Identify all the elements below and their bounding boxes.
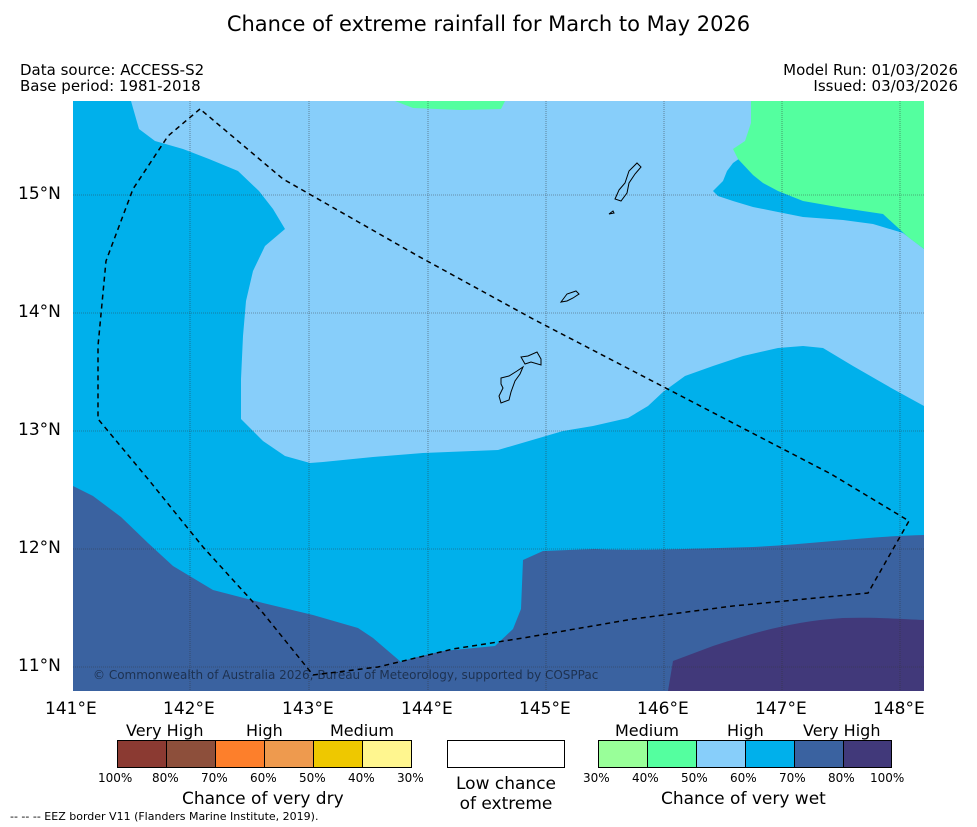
lon-label-148e: 148°E	[873, 699, 925, 719]
lat-label-15n: 15°N	[18, 184, 61, 204]
lon-label-147e: 147°E	[755, 699, 807, 719]
wet-tick-80: 80%	[828, 771, 855, 785]
dry-tick-80: 80%	[152, 771, 179, 785]
lon-label-144e: 144°E	[401, 699, 453, 719]
dry-tick-60: 60%	[250, 771, 277, 785]
wet-tick-60: 60%	[730, 771, 757, 785]
rainfall-map: © Commonwealth of Australia 2026, Bureau…	[73, 101, 924, 691]
wet-tick-40: 40%	[632, 771, 659, 785]
wet-cell-3	[697, 741, 746, 767]
wet-cell-1	[599, 741, 648, 767]
dry-header-medium: Medium	[330, 721, 394, 740]
rota-island	[559, 290, 580, 303]
low-chance-caption-1: Low chance	[456, 774, 556, 794]
wet-caption: Chance of very wet	[661, 789, 826, 809]
wet-tick-30: 30%	[583, 771, 610, 785]
dry-tick-30: 30%	[397, 771, 424, 785]
wet-tick-50: 50%	[681, 771, 708, 785]
issued-date: Issued: 03/03/2026	[813, 77, 958, 95]
wet-header-high: High	[727, 721, 764, 740]
guam-island	[520, 351, 542, 366]
wet-cell-2	[648, 741, 697, 767]
region-medium-wet-strip	[395, 101, 505, 110]
dry-tick-70: 70%	[201, 771, 228, 785]
region-medium-wet-40	[733, 101, 924, 249]
dry-cell-2	[167, 741, 216, 767]
model-run: Model Run: 01/03/2026	[783, 61, 958, 79]
saipan-tinian-island	[614, 162, 642, 202]
dry-cell-5	[314, 741, 363, 767]
dry-colorbar	[117, 740, 412, 768]
wet-header-medium: Medium	[615, 721, 679, 740]
dry-cell-3	[216, 741, 265, 767]
low-chance-swatch	[447, 740, 565, 768]
wet-cell-6	[844, 741, 891, 767]
lon-label-146e: 146°E	[637, 699, 689, 719]
wet-cell-5	[795, 741, 844, 767]
copyright-text: © Commonwealth of Australia 2026, Bureau…	[93, 668, 598, 682]
lon-label-143e: 143°E	[282, 699, 334, 719]
dry-tick-40: 40%	[348, 771, 375, 785]
dry-tick-50: 50%	[299, 771, 326, 785]
dry-header-very-high: Very High	[126, 721, 204, 740]
wet-cell-4	[746, 741, 795, 767]
lat-label-12n: 12°N	[18, 538, 61, 558]
lon-label-145e: 145°E	[519, 699, 571, 719]
eez-footnote: -- -- -- EEZ border V11 (Flanders Marine…	[10, 810, 319, 823]
wet-header-very-high: Very High	[803, 721, 881, 740]
dry-tick-100: 100%	[98, 771, 133, 785]
aguijan-island	[608, 210, 615, 215]
map-canvas: © Commonwealth of Australia 2026, Bureau…	[73, 101, 924, 691]
map-title: Chance of extreme rainfall for March to …	[226, 12, 751, 36]
dry-cell-4	[265, 741, 314, 767]
wet-tick-100: 100%	[870, 771, 905, 785]
guam-southwest	[498, 365, 525, 404]
graticule	[73, 101, 924, 691]
dry-cell-6	[363, 741, 411, 767]
dry-cell-1	[118, 741, 167, 767]
wet-colorbar	[598, 740, 892, 768]
lon-label-141e: 141°E	[45, 699, 97, 719]
region-high-wet-50	[131, 101, 924, 463]
lat-label-14n: 14°N	[18, 302, 61, 322]
islands	[498, 162, 642, 404]
wet-tick-70: 70%	[779, 771, 806, 785]
dry-header-high: High	[246, 721, 283, 740]
eez-border	[97, 108, 911, 676]
lat-label-11n: 11°N	[18, 656, 61, 676]
lat-label-13n: 13°N	[18, 420, 61, 440]
dry-caption: Chance of very dry	[182, 789, 344, 809]
low-chance-caption-2: of extreme	[459, 794, 553, 814]
data-source: Data source: ACCESS-S2	[20, 61, 205, 79]
base-period: Base period: 1981-2018	[20, 77, 201, 95]
lon-label-142e: 142°E	[163, 699, 215, 719]
